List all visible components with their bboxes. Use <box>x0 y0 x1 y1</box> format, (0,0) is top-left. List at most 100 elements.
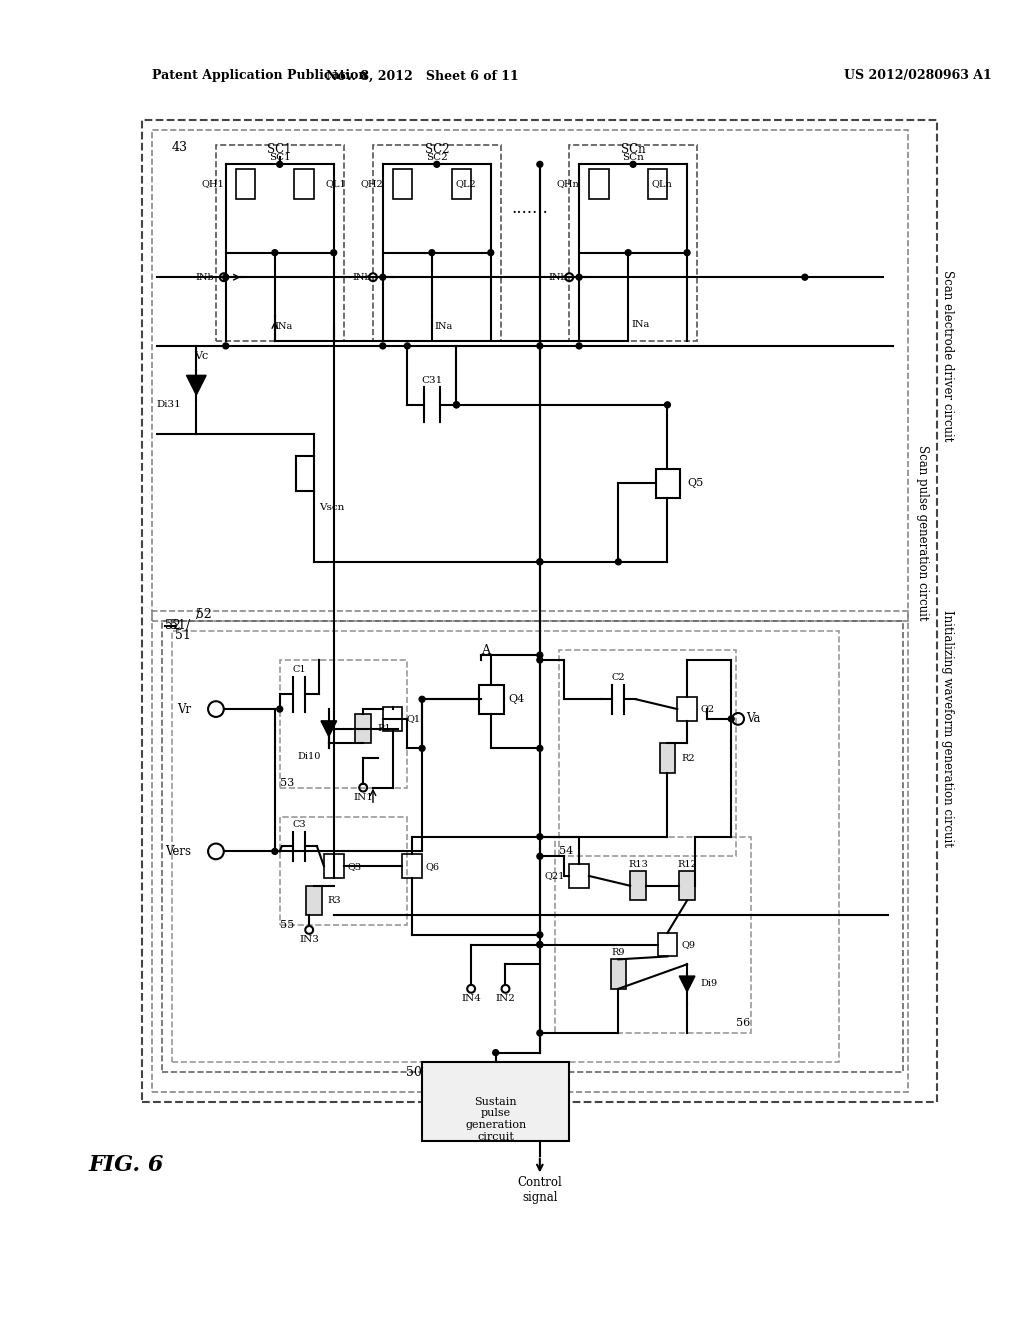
Text: IN4: IN4 <box>461 994 481 1003</box>
Text: 51: 51 <box>175 628 190 642</box>
Text: Q2: Q2 <box>700 705 715 714</box>
Text: R12: R12 <box>677 859 697 869</box>
Circle shape <box>626 249 631 256</box>
Circle shape <box>223 275 228 280</box>
Bar <box>355 714 371 743</box>
Circle shape <box>419 746 425 751</box>
Circle shape <box>537 657 543 663</box>
Text: INa: INa <box>435 322 453 331</box>
Circle shape <box>630 161 636 168</box>
Circle shape <box>223 343 228 348</box>
Circle shape <box>380 343 386 348</box>
Bar <box>648 169 668 199</box>
Bar <box>610 960 627 989</box>
Text: Nov. 8, 2012   Sheet 6 of 11: Nov. 8, 2012 Sheet 6 of 11 <box>326 70 518 82</box>
Text: C1: C1 <box>293 665 306 675</box>
Text: FIG. 6: FIG. 6 <box>88 1155 164 1176</box>
Bar <box>655 469 680 498</box>
Text: Initializing waveform generation circuit: Initializing waveform generation circuit <box>941 610 953 847</box>
Text: Q5: Q5 <box>687 478 703 488</box>
Text: Va: Va <box>745 713 761 726</box>
Text: C2: C2 <box>611 673 626 682</box>
Text: SC2: SC2 <box>426 153 447 162</box>
Bar <box>306 886 322 915</box>
Text: C31: C31 <box>421 376 442 384</box>
Text: QH2: QH2 <box>360 180 383 189</box>
Bar <box>236 169 255 199</box>
Text: circuit: circuit <box>477 1133 514 1142</box>
Bar <box>172 631 840 1063</box>
Text: SC2: SC2 <box>425 143 450 156</box>
Text: pulse: pulse <box>480 1109 511 1118</box>
Text: Di9: Di9 <box>700 979 718 989</box>
Circle shape <box>272 249 278 256</box>
Text: INb: INb <box>549 273 567 281</box>
Circle shape <box>537 941 543 948</box>
Text: QLn: QLn <box>651 180 673 189</box>
Polygon shape <box>321 721 337 737</box>
Bar <box>142 120 937 1102</box>
Circle shape <box>537 746 543 751</box>
Circle shape <box>537 1030 543 1036</box>
Text: Vr: Vr <box>177 702 191 715</box>
Circle shape <box>537 941 543 948</box>
Text: SC1: SC1 <box>267 143 292 156</box>
Circle shape <box>419 697 425 702</box>
Text: 52: 52 <box>197 609 212 622</box>
Bar <box>422 1063 569 1140</box>
Text: Scan pulse generation circuit: Scan pulse generation circuit <box>916 445 929 620</box>
Text: Patent Application Publication: Patent Application Publication <box>153 70 368 82</box>
Text: Q21: Q21 <box>545 871 565 880</box>
Text: R3: R3 <box>328 896 341 906</box>
Bar <box>295 169 314 199</box>
Bar <box>452 169 471 199</box>
Text: QL1: QL1 <box>326 180 346 189</box>
Circle shape <box>404 343 411 348</box>
Circle shape <box>537 853 543 859</box>
Polygon shape <box>186 375 206 395</box>
Bar <box>153 129 908 620</box>
Circle shape <box>272 849 278 854</box>
Circle shape <box>665 401 671 408</box>
Bar <box>559 651 736 857</box>
Text: SC1: SC1 <box>269 153 291 162</box>
Circle shape <box>537 932 543 937</box>
Circle shape <box>537 558 543 565</box>
Circle shape <box>577 343 582 348</box>
Text: 53: 53 <box>280 777 294 788</box>
Text: Q9: Q9 <box>681 940 695 949</box>
Polygon shape <box>679 975 695 991</box>
Circle shape <box>537 652 543 659</box>
Circle shape <box>434 161 439 168</box>
Bar <box>555 837 751 1034</box>
Text: IN2: IN2 <box>496 994 515 1003</box>
Bar <box>324 854 343 878</box>
Text: R9: R9 <box>611 948 625 957</box>
Text: Di10: Di10 <box>298 751 321 760</box>
Text: Q4: Q4 <box>509 694 524 705</box>
Text: Vc: Vc <box>195 351 209 360</box>
Text: R13: R13 <box>628 859 648 869</box>
Text: /: / <box>186 619 190 632</box>
Text: .......: ....... <box>512 201 549 216</box>
Text: SCn: SCn <box>621 143 645 156</box>
Bar <box>679 871 695 900</box>
Text: A: A <box>481 644 489 656</box>
Bar <box>589 169 608 199</box>
Text: 56: 56 <box>736 1018 751 1028</box>
Bar <box>392 169 413 199</box>
Circle shape <box>537 558 543 565</box>
Text: Di31: Di31 <box>157 400 181 409</box>
Bar <box>402 854 422 878</box>
Text: Vscn: Vscn <box>319 503 344 512</box>
Circle shape <box>276 706 283 711</box>
Text: R1: R1 <box>377 725 390 733</box>
Bar <box>659 743 675 774</box>
Circle shape <box>493 1049 499 1056</box>
Circle shape <box>537 161 543 168</box>
Bar <box>383 708 402 731</box>
Circle shape <box>577 275 582 280</box>
Text: INa: INa <box>274 322 293 331</box>
Text: Vers: Vers <box>166 845 191 858</box>
Bar <box>479 685 504 714</box>
